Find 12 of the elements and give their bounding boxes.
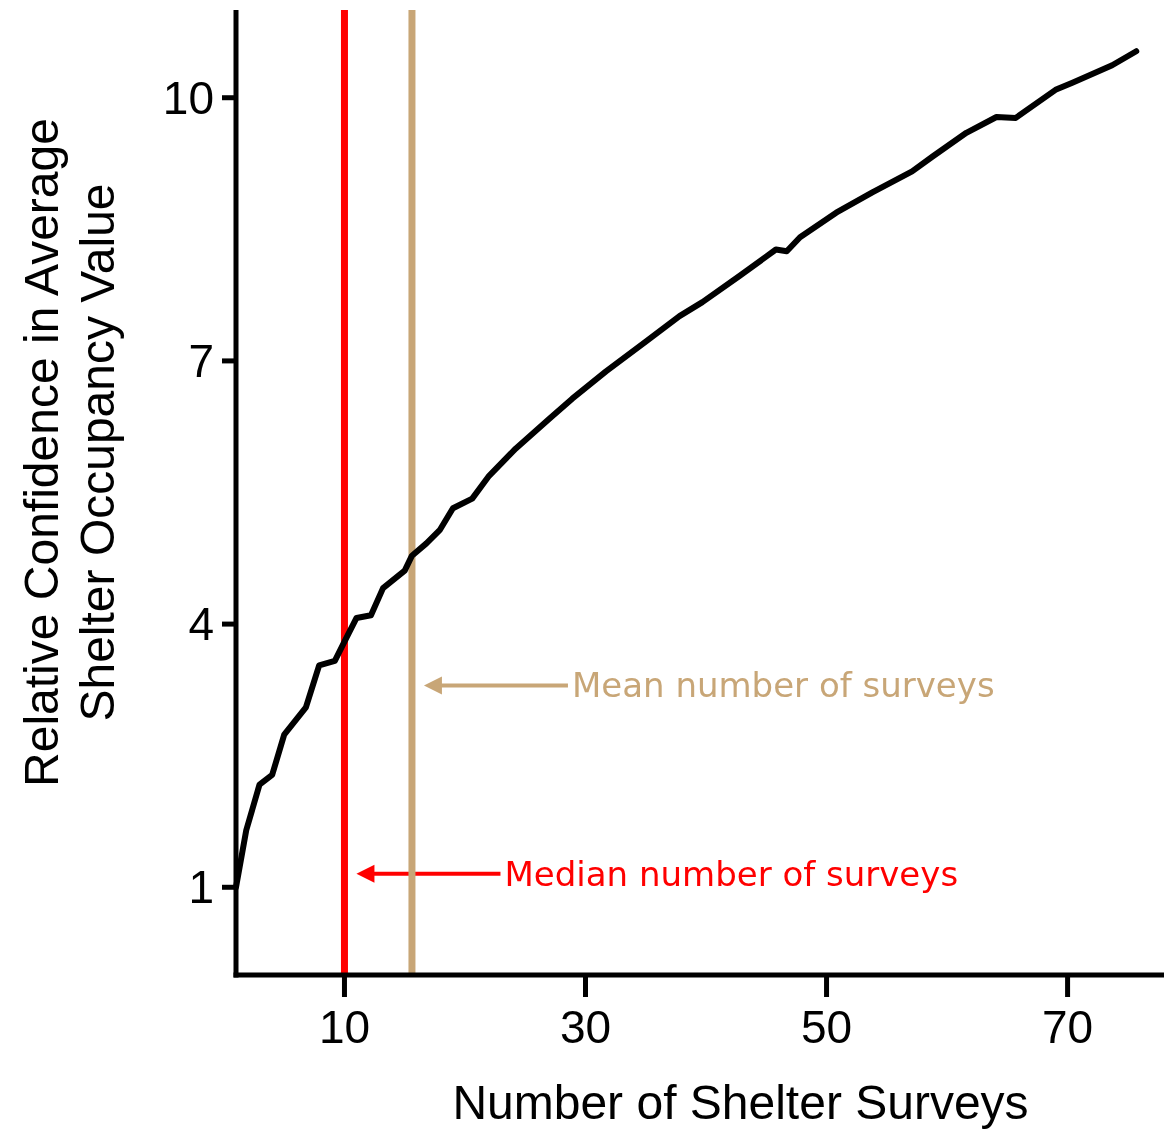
y-tick-label: 1 bbox=[188, 861, 214, 914]
x-tick-label: 10 bbox=[318, 1001, 371, 1053]
x-tick-label: 70 bbox=[1042, 1001, 1094, 1053]
x-axis-title: Number of Shelter Surveys bbox=[452, 1076, 1029, 1129]
x-tick-label: 50 bbox=[800, 1001, 853, 1053]
y-tick-label: 4 bbox=[188, 598, 214, 651]
x-tick-label: 30 bbox=[559, 1001, 612, 1053]
ref-line-label: Median number of surveys bbox=[504, 853, 959, 894]
y-axis-title: Relative Confidence in Average Shelter Occupancy Value bbox=[15, 118, 124, 787]
ref-line-label: Mean number of surveys bbox=[571, 665, 995, 706]
y-tick-label: 10 bbox=[162, 71, 214, 124]
y-tick-label: 7 bbox=[188, 335, 214, 388]
